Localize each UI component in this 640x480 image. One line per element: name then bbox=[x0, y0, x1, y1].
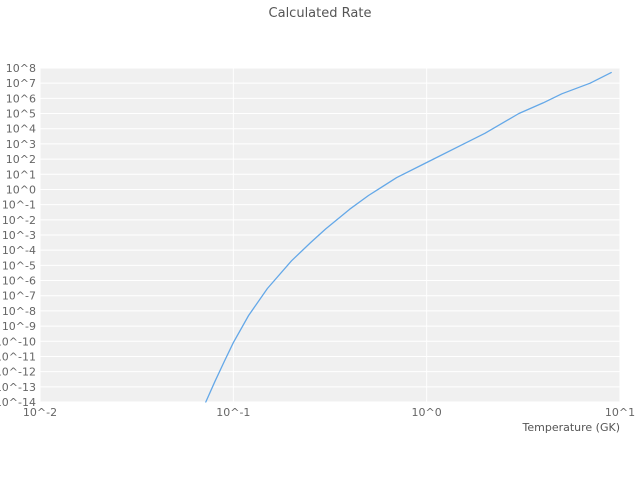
x-axis-label: Temperature (GK) bbox=[522, 421, 621, 434]
y-tick-label: 10^3 bbox=[6, 138, 36, 151]
y-tick-label: 10^7 bbox=[6, 77, 36, 90]
y-tick-label: 10^-9 bbox=[2, 320, 36, 333]
y-tick-label: 10^-11 bbox=[0, 350, 36, 363]
chart-title: Calculated Rate bbox=[269, 6, 372, 21]
y-tick-label: 10^6 bbox=[6, 92, 36, 105]
y-tick-label: 10^4 bbox=[6, 123, 36, 136]
y-tick-label: 10^-2 bbox=[2, 214, 36, 227]
y-tick-label: 10^-8 bbox=[2, 305, 36, 318]
x-tick-label: 10^-2 bbox=[23, 406, 57, 419]
x-tick-label: 10^-1 bbox=[216, 406, 250, 419]
x-tick-label: 10^0 bbox=[412, 406, 442, 419]
y-tick-label: 10^1 bbox=[6, 168, 36, 181]
series-line-calculated-rate bbox=[205, 71, 612, 403]
y-tick-label: 10^-12 bbox=[0, 366, 36, 379]
y-tick-label: 10^-7 bbox=[2, 290, 36, 303]
plot-area: 10^8 10^7 10^6 10^5 10^4 10^3 10^2 10^1 10^0 10^-… bbox=[0, 62, 635, 419]
y-tick-label: 10^5 bbox=[6, 108, 36, 121]
y-tick-label: 10^-5 bbox=[2, 259, 36, 272]
y-tick-label: 10^-1 bbox=[2, 199, 36, 212]
y-tick-label: 10^0 bbox=[6, 183, 36, 196]
y-tick-label: 10^-4 bbox=[2, 244, 36, 257]
y-tick-label: 10^2 bbox=[6, 153, 36, 166]
y-tick-label: 10^8 bbox=[6, 62, 36, 75]
y-tick-label: 10^-14 bbox=[0, 396, 36, 409]
y-tick-label: 10^-13 bbox=[0, 381, 36, 394]
y-tick-label: 10^-6 bbox=[2, 275, 36, 288]
x-tick-label: 10^1 bbox=[605, 406, 635, 419]
y-tick-label: 10^-10 bbox=[0, 335, 36, 348]
y-tick-label: 10^-3 bbox=[2, 229, 36, 242]
